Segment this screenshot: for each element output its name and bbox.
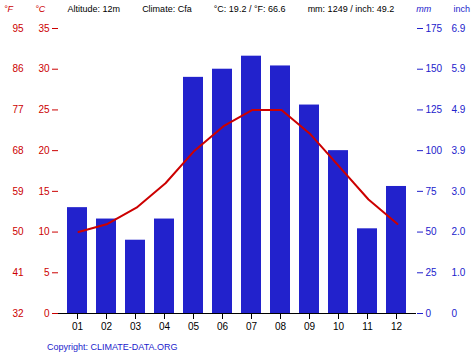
svg-text:09: 09 <box>304 321 316 332</box>
svg-text:4.9: 4.9 <box>452 104 466 115</box>
html-text:inch: inch <box>453 4 470 14</box>
svg-text:0: 0 <box>426 308 432 319</box>
html-text:°F: °F <box>4 4 14 14</box>
svg-text:05: 05 <box>188 321 200 332</box>
svg-text:35: 35 <box>38 23 50 34</box>
svg-text:15: 15 <box>38 186 50 197</box>
svg-text:0: 0 <box>44 308 50 319</box>
svg-text:30: 30 <box>38 63 50 74</box>
html-text:Climate: Cfa: Climate: Cfa <box>142 4 192 14</box>
svg-text:68: 68 <box>12 145 24 156</box>
svg-text:25: 25 <box>426 267 438 278</box>
svg-text:100: 100 <box>426 145 443 156</box>
svg-text:03: 03 <box>130 321 142 332</box>
svg-text:11: 11 <box>362 321 373 332</box>
html-text:Altitude: 12m: Altitude: 12m <box>67 4 120 14</box>
svg-text:125: 125 <box>426 104 443 115</box>
svg-text:77: 77 <box>12 104 24 115</box>
svg-text:150: 150 <box>426 63 443 74</box>
svg-text:59: 59 <box>12 186 24 197</box>
svg-text:20: 20 <box>38 145 50 156</box>
svg-text:08: 08 <box>275 321 287 332</box>
svg-text:07: 07 <box>246 321 258 332</box>
svg-text:32: 32 <box>12 308 24 319</box>
svg-text:01: 01 <box>72 321 84 332</box>
html-text:mm: 1249 / inch: 49.2: mm: 1249 / inch: 49.2 <box>307 4 395 14</box>
svg-text:02: 02 <box>101 321 113 332</box>
html-text:mm: mm <box>416 4 432 14</box>
svg-text:1.0: 1.0 <box>452 267 466 278</box>
svg-text:2.0: 2.0 <box>452 226 466 237</box>
svg-text:3.9: 3.9 <box>452 145 466 156</box>
svg-text:0: 0 <box>452 308 458 319</box>
svg-text:04: 04 <box>159 321 171 332</box>
svg-text:25: 25 <box>38 104 50 115</box>
svg-text:3.0: 3.0 <box>452 186 466 197</box>
svg-text:95: 95 <box>12 23 24 34</box>
svg-text:5.9: 5.9 <box>452 63 466 74</box>
svg-text:5: 5 <box>44 267 50 278</box>
svg-text:06: 06 <box>217 321 229 332</box>
svg-text:75: 75 <box>426 186 438 197</box>
svg-text:6.9: 6.9 <box>452 23 466 34</box>
svg-text:41: 41 <box>12 267 24 278</box>
html-text:°C: °C <box>35 4 46 14</box>
svg-text:10: 10 <box>333 321 345 332</box>
svg-text:10: 10 <box>38 226 50 237</box>
html-text:Copyright: CLIMATE-DATA.ORG: Copyright: CLIMATE-DATA.ORG <box>47 342 178 352</box>
html-text:°C: 19.2 / °F: 66.6: °C: 19.2 / °F: 66.6 <box>213 4 286 14</box>
svg-text:175: 175 <box>426 23 443 34</box>
svg-text:50: 50 <box>12 226 24 237</box>
svg-text:12: 12 <box>391 321 403 332</box>
svg-text:86: 86 <box>12 63 24 74</box>
svg-text:50: 50 <box>426 226 438 237</box>
